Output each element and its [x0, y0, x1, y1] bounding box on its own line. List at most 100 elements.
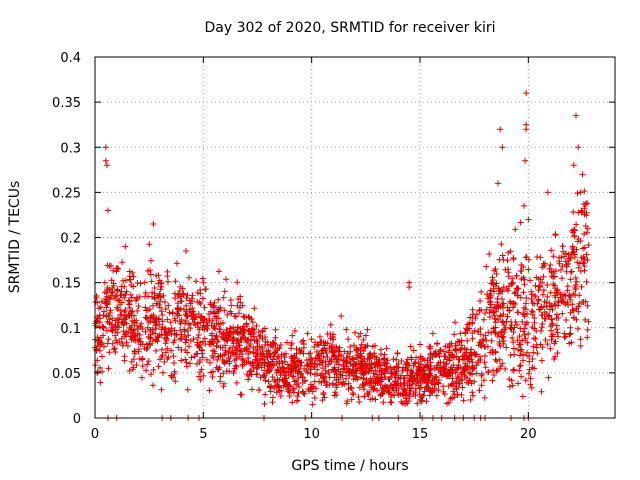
data-point — [417, 356, 424, 363]
data-point — [299, 374, 306, 381]
data-point — [493, 358, 500, 365]
data-point — [106, 320, 113, 327]
data-point — [580, 245, 587, 252]
data-point — [178, 357, 185, 364]
data-point — [549, 331, 556, 338]
y-tick-label: 0.4 — [60, 51, 81, 66]
data-point — [563, 317, 570, 324]
data-point — [509, 382, 516, 389]
data-point — [344, 350, 351, 357]
data-point — [146, 267, 153, 274]
data-point — [480, 316, 487, 323]
data-point — [159, 318, 166, 325]
data-point — [333, 345, 340, 352]
data-point — [580, 260, 587, 267]
data-point — [380, 355, 387, 362]
data-point — [471, 349, 478, 356]
data-point — [505, 266, 512, 273]
data-point — [168, 325, 175, 332]
data-point — [390, 356, 397, 363]
data-point — [436, 365, 443, 372]
data-point — [520, 289, 527, 296]
data-point — [320, 391, 327, 398]
data-point — [177, 327, 184, 334]
data-point — [241, 334, 248, 341]
data-point — [577, 342, 584, 349]
data-point — [290, 373, 297, 380]
data-point — [451, 394, 458, 401]
data-point — [221, 307, 228, 314]
data-point — [564, 283, 571, 290]
data-point — [152, 319, 159, 326]
data-point — [557, 267, 564, 274]
data-point — [136, 293, 143, 300]
data-point — [489, 377, 496, 384]
data-point — [192, 314, 199, 321]
data-point — [398, 398, 405, 405]
data-point — [352, 375, 359, 382]
data-point — [126, 367, 133, 374]
data-point — [161, 299, 168, 306]
data-point — [518, 276, 525, 283]
data-point — [463, 379, 470, 386]
data-point — [210, 354, 217, 361]
data-point — [395, 375, 402, 382]
data-point — [298, 338, 305, 345]
data-point — [374, 363, 381, 370]
data-point — [502, 266, 509, 273]
data-point — [183, 295, 190, 302]
data-point — [322, 339, 329, 346]
data-point — [429, 330, 436, 337]
data-point — [308, 336, 315, 343]
data-point — [123, 328, 130, 335]
data-point — [195, 332, 202, 339]
data-point — [276, 344, 283, 351]
data-point — [581, 188, 588, 195]
data-point — [147, 271, 154, 278]
data-point — [418, 397, 425, 404]
data-point — [463, 325, 470, 332]
data-point — [226, 358, 233, 365]
data-point — [318, 350, 325, 357]
data-point — [157, 356, 164, 363]
data-point — [455, 361, 462, 368]
data-point — [352, 329, 359, 336]
data-point — [366, 365, 373, 372]
data-point — [250, 364, 257, 371]
data-point — [583, 251, 590, 258]
data-point — [237, 325, 244, 332]
data-point — [184, 349, 191, 356]
data-point — [462, 360, 469, 367]
data-point — [223, 276, 230, 283]
data-point — [579, 171, 586, 178]
data-point — [197, 341, 204, 348]
data-point — [513, 273, 520, 280]
data-point — [251, 305, 258, 312]
data-point — [313, 371, 320, 378]
data-point — [388, 393, 395, 400]
data-point — [505, 283, 512, 290]
data-point — [138, 374, 145, 381]
data-point — [507, 325, 514, 332]
data-point — [114, 287, 121, 294]
data-point — [143, 314, 150, 321]
data-point — [578, 209, 585, 216]
data-point — [376, 356, 383, 363]
data-point — [404, 400, 411, 407]
data-point — [154, 333, 161, 340]
data-point — [493, 280, 500, 287]
data-point — [98, 339, 105, 346]
data-point — [364, 362, 371, 369]
data-point — [199, 295, 206, 302]
data-point — [534, 254, 541, 261]
data-point — [395, 385, 402, 392]
data-point — [530, 349, 537, 356]
data-point — [336, 348, 343, 355]
data-point — [523, 90, 530, 97]
data-point — [216, 326, 223, 333]
data-point — [422, 375, 429, 382]
data-point — [223, 368, 230, 375]
data-point — [535, 287, 542, 294]
data-point — [215, 268, 222, 275]
data-point — [326, 374, 333, 381]
